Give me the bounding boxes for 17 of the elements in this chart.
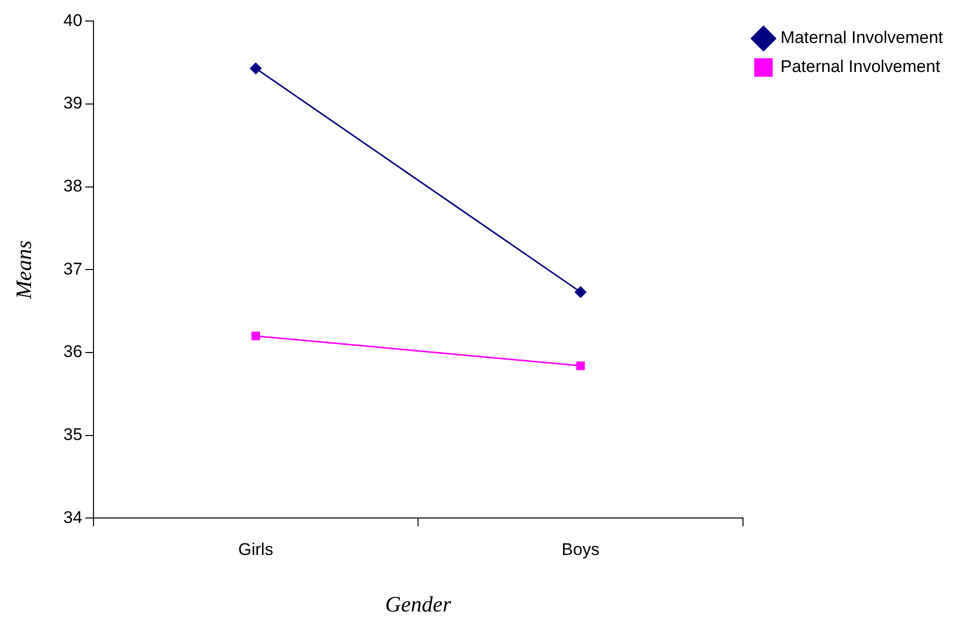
x-tick-label: Girls [238, 540, 274, 560]
legend-label: Paternal Involvement [780, 57, 940, 76]
point [576, 362, 585, 370]
y-tick-label: 35 [63, 425, 82, 444]
x-tick-label: Boys [562, 540, 600, 560]
point [250, 62, 262, 74]
y-axis-title: Means [10, 240, 36, 300]
y-tick-label: 40 [63, 10, 82, 30]
y-tick-label: 36 [63, 342, 82, 362]
x-axis-title: Gender [385, 592, 452, 617]
point [574, 286, 586, 298]
legend-label: Maternal Involvement [780, 28, 944, 48]
y-tick-label: 39 [63, 94, 82, 113]
point [251, 332, 260, 340]
y-tick-label: 34 [63, 508, 82, 527]
y-tick-label: 37 [63, 259, 82, 278]
y-tick-label: 38 [63, 176, 82, 196]
